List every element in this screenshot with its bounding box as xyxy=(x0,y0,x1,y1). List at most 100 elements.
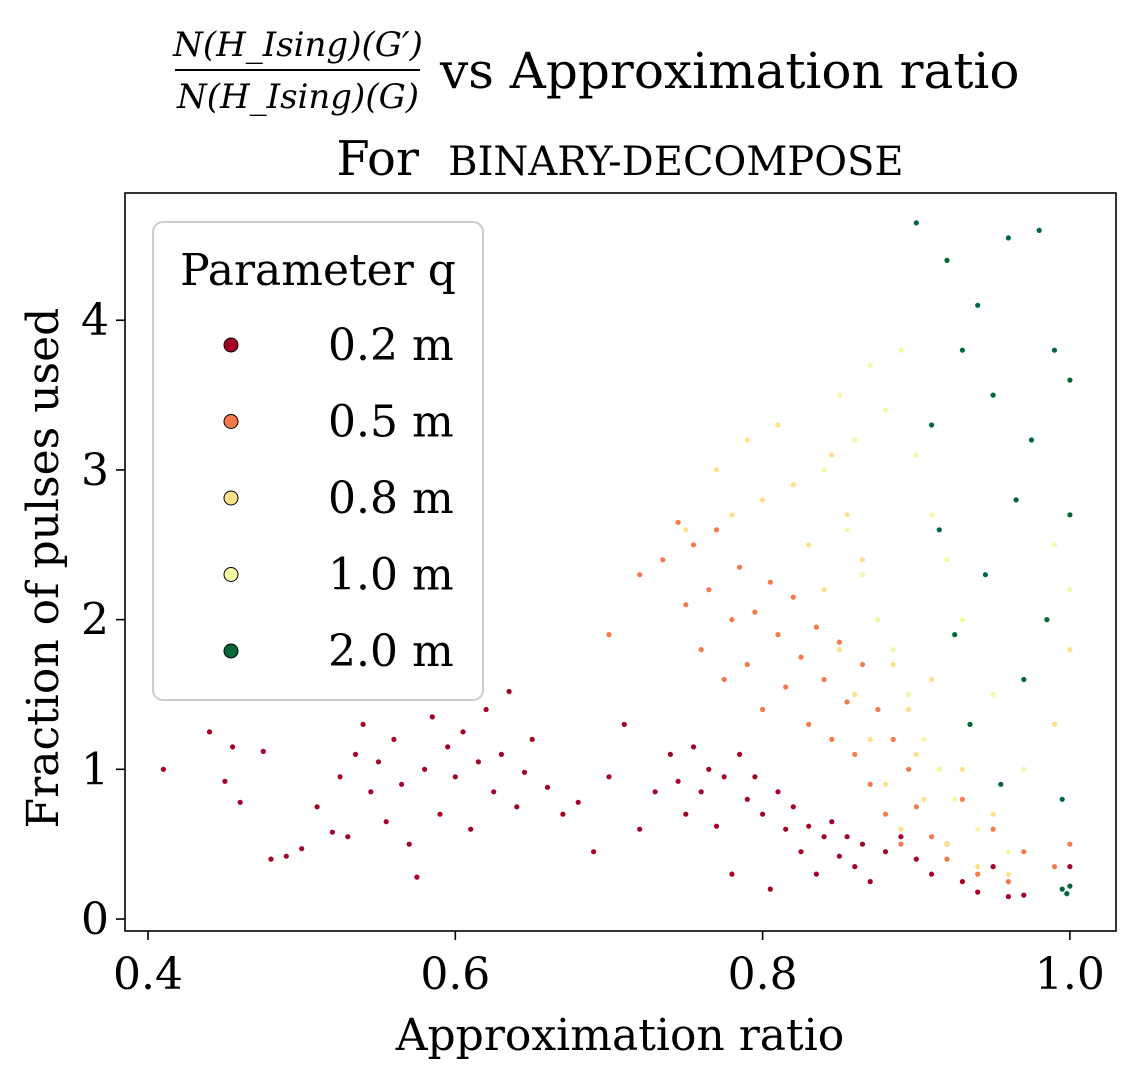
data-point xyxy=(898,347,904,353)
data-point xyxy=(230,744,236,750)
data-point xyxy=(721,676,727,683)
data-point xyxy=(352,751,359,758)
legend-marker xyxy=(223,337,239,353)
data-point xyxy=(206,729,213,735)
data-point xyxy=(591,849,597,855)
data-point xyxy=(952,796,958,802)
legend-marker xyxy=(223,643,239,659)
data-point xyxy=(890,647,896,653)
data-point xyxy=(836,647,843,653)
x-tick-label: 0.6 xyxy=(420,949,490,1000)
data-point xyxy=(898,834,904,840)
series-4 xyxy=(913,220,1073,897)
data-point xyxy=(982,572,989,578)
data-point xyxy=(790,482,796,488)
data-point xyxy=(875,617,881,623)
data-point xyxy=(890,736,896,743)
legend: Parameter q 0.2 m 0.5 m 0.8 m 1.0 m 2.0 m xyxy=(152,221,484,701)
legend-label: 1.0 m xyxy=(328,550,454,601)
data-point xyxy=(1051,542,1058,548)
legend-label: 0.8 m xyxy=(328,473,454,524)
data-point xyxy=(829,736,835,743)
data-point xyxy=(882,781,889,787)
series-0 xyxy=(160,688,1073,900)
y-axis: 0 1 2 3 4 xyxy=(81,295,125,945)
x-axis: 0.4 0.6 0.8 1.0 xyxy=(113,931,1105,1000)
data-point xyxy=(836,639,843,645)
data-point xyxy=(1051,721,1058,728)
data-point xyxy=(452,774,458,780)
data-point xyxy=(890,661,896,668)
data-point xyxy=(944,856,950,862)
series-3 xyxy=(821,347,1073,855)
y-tick-label: 0 xyxy=(81,894,109,945)
data-point xyxy=(813,624,820,630)
data-point xyxy=(1059,796,1065,802)
data-point xyxy=(683,811,689,817)
data-point xyxy=(952,632,958,638)
title-line2-method: BINARY-DECOMPOSE xyxy=(448,139,903,185)
data-point xyxy=(1067,841,1073,847)
data-point xyxy=(975,889,981,895)
data-point xyxy=(875,706,881,713)
data-point xyxy=(990,864,996,870)
y-axis-label: Fraction of pulses used xyxy=(18,308,69,829)
data-point xyxy=(1005,235,1012,241)
data-point xyxy=(790,594,796,600)
data-point xyxy=(798,849,804,855)
scatter-points xyxy=(160,220,1073,900)
data-point xyxy=(944,841,950,847)
data-point xyxy=(821,834,827,840)
data-point xyxy=(898,841,904,847)
data-point xyxy=(821,676,827,683)
legend-label: 0.2 m xyxy=(328,320,454,371)
x-tick-label: 0.4 xyxy=(113,949,183,1000)
data-point xyxy=(1021,676,1027,683)
data-point xyxy=(967,721,973,728)
title-line2-prefix: For xyxy=(336,131,419,187)
data-point xyxy=(990,392,996,398)
data-point xyxy=(445,744,451,750)
data-point xyxy=(1021,849,1027,855)
data-point xyxy=(260,748,266,755)
data-point xyxy=(1028,437,1035,443)
data-point xyxy=(844,527,850,533)
title-suffix: vs Approximation ratio xyxy=(439,42,1020,100)
data-point xyxy=(1036,227,1042,233)
data-point xyxy=(690,744,697,750)
data-point xyxy=(990,811,996,817)
data-point xyxy=(698,789,704,795)
data-point xyxy=(414,874,420,880)
data-point xyxy=(829,452,835,458)
data-point xyxy=(1005,894,1012,900)
legend-label: 2.0 m xyxy=(328,626,454,677)
data-point xyxy=(1059,886,1065,892)
legend-entries: 0.2 m 0.5 m 0.8 m 1.0 m 2.0 m xyxy=(223,320,454,677)
data-point xyxy=(882,811,889,817)
data-point xyxy=(913,751,919,758)
data-point xyxy=(852,691,858,698)
data-point xyxy=(844,699,850,705)
data-point xyxy=(491,789,497,795)
x-axis-label: Approximation ratio xyxy=(395,1010,845,1061)
data-point xyxy=(913,804,919,810)
data-point xyxy=(744,661,750,668)
legend-label: 0.5 m xyxy=(328,397,454,448)
data-point xyxy=(1044,617,1050,623)
data-point xyxy=(460,729,466,735)
data-point xyxy=(660,557,666,563)
data-point xyxy=(867,736,873,743)
data-point xyxy=(1051,864,1058,870)
data-point xyxy=(314,804,320,810)
data-point xyxy=(859,572,866,578)
data-point xyxy=(737,564,743,570)
data-point xyxy=(760,811,766,817)
data-point xyxy=(906,766,912,772)
data-point xyxy=(399,781,405,787)
chart-title: N(H_Ising)(G′) N(H_Ising)(G) vs Approxim… xyxy=(172,25,1019,187)
data-point xyxy=(1021,892,1027,898)
data-point xyxy=(1005,871,1012,877)
data-point xyxy=(975,871,981,877)
y-tick-label: 4 xyxy=(81,295,109,346)
